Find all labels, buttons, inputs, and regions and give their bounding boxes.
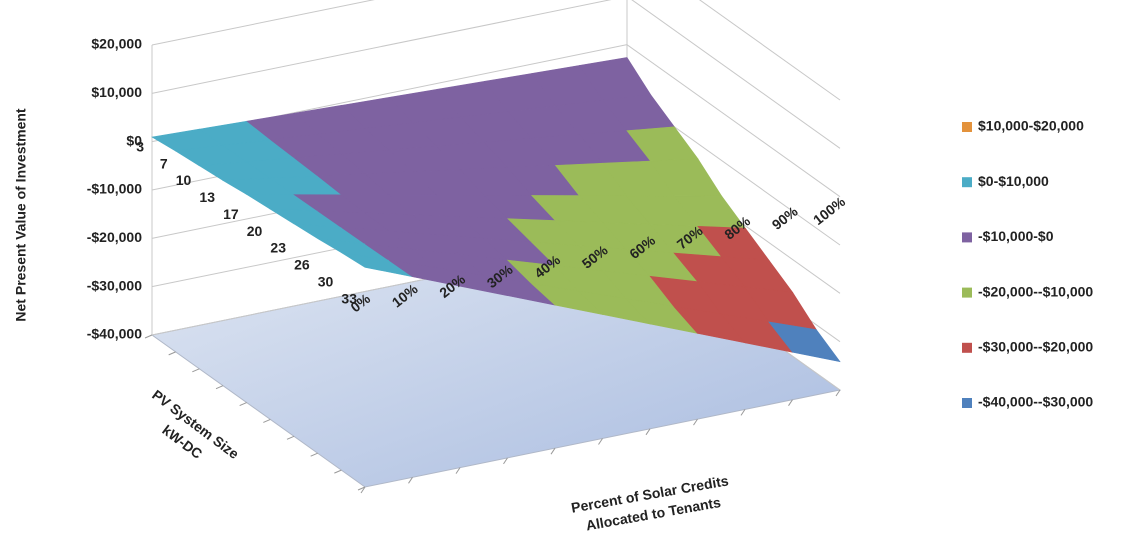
tick-mark [550,447,556,455]
surface-cell [768,321,841,363]
z-tick-label: -$10,000 [87,181,142,197]
y-tick-label: 33 [341,290,357,306]
y-tick-label: 7 [160,155,168,171]
grid-line [626,44,841,198]
y-axis-title: PV System SizekW-DC [136,386,242,479]
z-tick-label: -$20,000 [87,229,142,245]
legend-swatch [962,342,972,353]
legend-swatch [962,398,972,408]
tick-mark [835,389,841,397]
tick-mark [310,452,318,457]
tick-mark [693,418,698,426]
grid-line [151,0,375,46]
tick-mark [168,351,176,356]
y-tick-label: 13 [199,189,215,205]
tick-mark [788,399,793,406]
grid-line [699,0,841,101]
surface [151,57,841,363]
tick-mark [645,428,651,436]
z-axis-title: Net Present Value of Investment [13,108,29,322]
grid-line [631,0,841,149]
tick-mark [215,385,224,390]
tick-mark [239,402,247,407]
y-tick-label: 20 [247,223,263,239]
tick-mark [360,486,366,494]
legend-label: -$40,000--$30,000 [978,394,1093,410]
z-tick-label: -$40,000 [87,326,142,342]
legend-swatch [962,122,972,132]
legend-label: -$20,000--$10,000 [978,283,1093,299]
legend-swatch [962,287,972,298]
tick-mark [286,435,295,440]
z-tick-label: $20,000 [91,36,142,52]
y-tick-label: 10 [176,172,192,188]
y-tick-label: 23 [270,240,286,256]
z-tick-label: $0 [126,132,142,148]
tick-mark [263,418,271,423]
tick-mark [598,438,603,445]
tick-mark [192,368,200,373]
tick-mark [740,409,746,416]
tick-mark [334,469,342,474]
legend-label: $0-$10,000 [978,173,1049,189]
y-tick-label: 3 [136,138,144,154]
tick-mark [144,334,153,339]
legend-swatch [962,232,972,243]
x-axis-title: Percent of Solar CreditsAllocated to Ten… [570,472,734,535]
tick-mark [408,477,413,484]
y-tick-label: 30 [318,273,334,289]
y-tick-label: 17 [223,206,239,222]
legend-swatch [962,177,972,188]
legend-label: -$30,000--$20,000 [978,339,1093,355]
tick-mark [357,486,366,491]
legend-label: -$10,000-$0 [978,228,1054,244]
z-tick-label: -$30,000 [87,277,142,293]
x-tick-label: 90% [769,203,801,233]
z-tick-label: $10,000 [91,84,142,100]
y-tick-label: 26 [294,257,310,273]
grid-line [151,0,612,94]
legend-label: $10,000-$20,000 [978,118,1084,134]
tick-mark [503,457,508,465]
tick-mark [455,467,461,474]
x-tick-label: 100% [810,193,849,228]
